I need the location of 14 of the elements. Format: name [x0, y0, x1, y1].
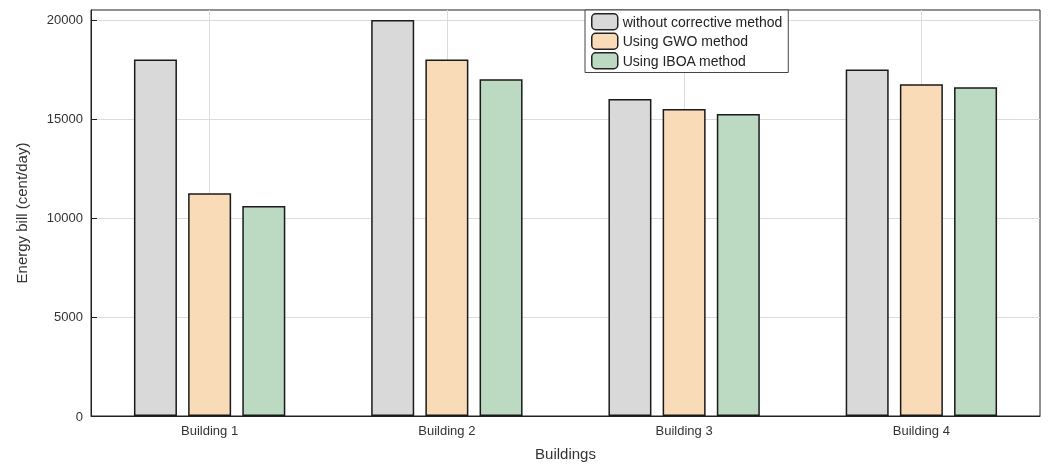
- x-tick-label: Building 4: [892, 423, 950, 438]
- legend-label: Using IBOA method: [622, 52, 746, 69]
- y-tick-label: 0: [75, 408, 83, 424]
- y-tick-label: 20000: [46, 12, 83, 28]
- x-tick-label: Building 3: [655, 423, 713, 438]
- legend-label: Using GWO method: [622, 33, 749, 50]
- legend-label: without corrective method: [621, 13, 783, 30]
- y-tick-label: 10000: [46, 210, 83, 226]
- y-tick-label: 15000: [46, 111, 83, 127]
- x-tick-label: Building 2: [418, 423, 476, 438]
- x-tick-label: Building 1: [181, 423, 239, 438]
- y-axis-title: Energy bill (cent/day): [13, 142, 30, 284]
- x-axis-title: Buildings: [535, 445, 596, 462]
- y-tick-label: 5000: [54, 309, 83, 325]
